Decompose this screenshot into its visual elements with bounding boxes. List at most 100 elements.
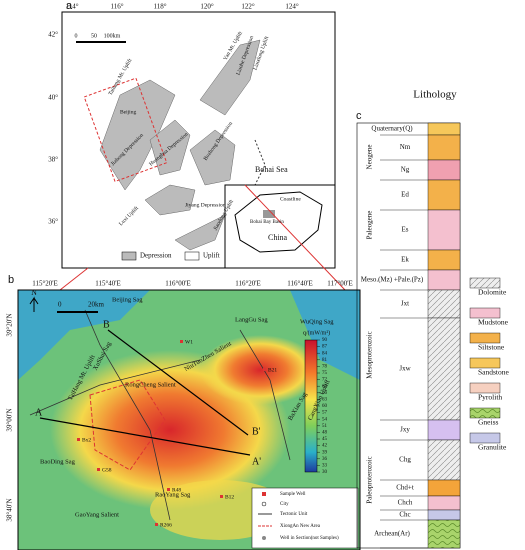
legend-swatch xyxy=(469,382,501,394)
unit-label: Archean(Ar) xyxy=(374,530,410,538)
legend-swatch xyxy=(121,251,137,261)
lat-tick: 36° xyxy=(48,218,58,226)
inset-frame xyxy=(224,184,336,269)
lat-tick: 40° xyxy=(48,94,58,102)
legend-swatch xyxy=(184,251,200,261)
unit-label: Ng xyxy=(401,166,410,174)
region-label: Coastline xyxy=(280,196,301,202)
panel-title: Lithology xyxy=(413,89,457,101)
panel-label: a xyxy=(66,0,73,12)
legend-label: Uplift xyxy=(203,252,220,260)
inset-label: China xyxy=(268,233,288,242)
lon-tick: 115°40'E xyxy=(95,280,121,288)
lith-layer xyxy=(427,122,461,136)
legend-label: Tectonic Unit xyxy=(280,512,308,517)
well-label: B21 xyxy=(268,367,277,373)
unit-label: Chd+t xyxy=(396,484,414,492)
unit-label: Jxt xyxy=(401,300,409,308)
place-label: LangGu Sag xyxy=(235,316,268,323)
map-cold xyxy=(18,290,150,380)
lat-tick: 38° xyxy=(48,156,58,164)
xiongan-area xyxy=(89,379,166,471)
colorbar-tick-label: 45 xyxy=(322,437,328,442)
region-label: Beijing xyxy=(120,109,136,115)
section-label: B xyxy=(103,319,110,330)
region-label: Jiyang Depression xyxy=(185,202,226,208)
legend-swatch xyxy=(469,332,501,344)
legend-label: City xyxy=(280,502,289,507)
lon-tick: 116°40'E xyxy=(287,280,313,288)
place-label: RongCheng Salient xyxy=(125,381,176,388)
system-label: Neogene xyxy=(366,145,374,170)
panel-label: c xyxy=(356,110,362,122)
inset-label: Bohai Bay Basin xyxy=(250,220,284,225)
colorbar-tick-label: 78 xyxy=(322,365,328,370)
sample-well xyxy=(97,468,100,471)
unit-label: Es xyxy=(402,226,409,234)
sample-well xyxy=(155,523,158,526)
connector xyxy=(59,267,89,291)
map-cold xyxy=(290,290,360,380)
colorbar-tick-label: 33 xyxy=(322,464,328,469)
lat-tick: 42° xyxy=(48,31,58,39)
lon-tick: 114° xyxy=(65,3,78,11)
well-label: B12 xyxy=(225,494,234,500)
lith-layer xyxy=(427,249,461,271)
lith-layer xyxy=(427,209,461,251)
well-label: R48 xyxy=(172,487,181,493)
legend-label: Dolomite xyxy=(478,288,507,297)
colorbar-tick-label: 66 xyxy=(322,391,328,396)
china-outline xyxy=(234,191,323,253)
system-label: Paleoproterozoic xyxy=(366,456,374,503)
lon-tick: 116° xyxy=(110,3,123,11)
legend-label: XiongAn New Area xyxy=(280,524,321,529)
lon-tick: 118° xyxy=(153,3,166,11)
legend-label: Mudstone xyxy=(478,318,509,327)
lith-layer xyxy=(427,317,461,421)
legend-swatch xyxy=(262,492,266,496)
lat-tick: 38°40'N xyxy=(6,498,14,521)
place-label: RaoYang Sag xyxy=(155,491,191,498)
section-a xyxy=(39,417,251,456)
colorbar-tick-label: 72 xyxy=(322,378,328,383)
unit-label: Ek xyxy=(401,256,409,264)
colorbar-tick-label: 48 xyxy=(322,431,328,436)
lith-layer xyxy=(427,419,461,441)
colorbar-tick-label: 36 xyxy=(322,457,328,462)
scale-label: 0 xyxy=(75,33,78,39)
place-label: Beijing Sag xyxy=(112,296,143,303)
lon-tick: 115°20'E xyxy=(32,280,58,288)
legend-label: Depression xyxy=(140,252,172,260)
sample-well xyxy=(263,368,266,371)
section-b xyxy=(107,329,249,436)
lith-layer xyxy=(427,439,461,481)
system-label: Paleogene xyxy=(366,211,374,240)
place-label: GaoYang Salient xyxy=(75,511,119,518)
legend-swatch xyxy=(262,536,266,540)
colorbar-tick-label: 54 xyxy=(322,417,328,422)
sample-well xyxy=(180,340,183,343)
sample-well xyxy=(167,488,170,491)
place-label: BaoDing Sag xyxy=(40,458,76,465)
tectonic-lines xyxy=(29,309,291,521)
lith-layer xyxy=(427,479,461,497)
unit-label: Jxw xyxy=(399,365,411,373)
well-label: Bx2 xyxy=(82,437,91,443)
colorbar-tick-label: 69 xyxy=(322,384,328,389)
legend-swatch xyxy=(261,501,267,507)
colorbar-tick-label: 39 xyxy=(322,450,328,455)
sample-well xyxy=(77,438,80,441)
panel-label: b xyxy=(8,274,14,286)
lon-tick: 124° xyxy=(285,3,299,11)
legend-label: Sandstone xyxy=(478,368,510,377)
unit-label: Nm xyxy=(400,143,411,151)
legend-label: Well in Section(not Samples) xyxy=(280,536,339,541)
lon-tick: 120° xyxy=(200,3,214,11)
system-label: Mesoproterozoic xyxy=(366,331,374,378)
colorbar-tick-label: 51 xyxy=(322,424,328,429)
unit-label: Ed xyxy=(401,191,409,199)
colorbar-tick-label: 57 xyxy=(322,411,328,416)
legend-label: Siltstone xyxy=(478,343,505,352)
lith-layer xyxy=(427,269,461,291)
